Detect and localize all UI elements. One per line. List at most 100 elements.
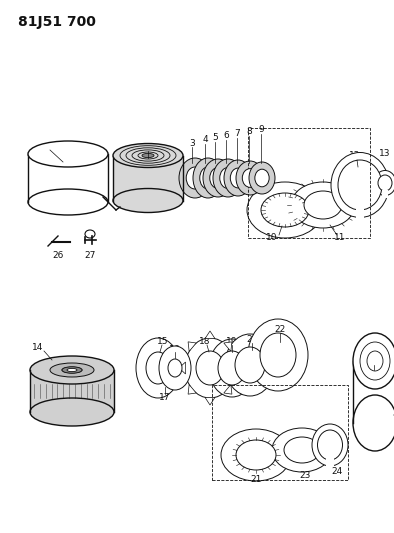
Ellipse shape bbox=[142, 154, 154, 158]
Polygon shape bbox=[234, 362, 241, 374]
Polygon shape bbox=[205, 398, 215, 405]
Ellipse shape bbox=[260, 333, 296, 377]
Text: 13: 13 bbox=[379, 149, 391, 157]
Text: 15: 15 bbox=[157, 337, 169, 346]
Ellipse shape bbox=[353, 395, 394, 451]
Ellipse shape bbox=[249, 162, 275, 194]
Ellipse shape bbox=[67, 368, 77, 372]
Ellipse shape bbox=[213, 159, 243, 197]
Ellipse shape bbox=[338, 160, 382, 210]
Ellipse shape bbox=[196, 351, 224, 385]
Text: 2: 2 bbox=[145, 143, 151, 152]
Ellipse shape bbox=[28, 141, 108, 167]
Polygon shape bbox=[188, 385, 196, 394]
Bar bbox=[212, 385, 348, 480]
Bar bbox=[326, 457, 334, 467]
Bar bbox=[113, 156, 183, 200]
Text: 5: 5 bbox=[212, 133, 218, 142]
Ellipse shape bbox=[203, 159, 233, 197]
Text: 26: 26 bbox=[52, 251, 64, 260]
Ellipse shape bbox=[360, 342, 390, 380]
Ellipse shape bbox=[193, 158, 223, 198]
Text: 81J51 700: 81J51 700 bbox=[18, 15, 96, 29]
Bar bbox=[30, 370, 114, 412]
Ellipse shape bbox=[272, 428, 332, 472]
Ellipse shape bbox=[136, 338, 180, 398]
Ellipse shape bbox=[312, 424, 348, 466]
Ellipse shape bbox=[236, 161, 264, 195]
Ellipse shape bbox=[200, 167, 216, 189]
Text: 16: 16 bbox=[169, 344, 181, 353]
Text: 14: 14 bbox=[32, 343, 44, 352]
Ellipse shape bbox=[210, 167, 226, 189]
Text: 19: 19 bbox=[226, 337, 238, 346]
Ellipse shape bbox=[236, 440, 276, 470]
Ellipse shape bbox=[284, 437, 320, 463]
Text: 20: 20 bbox=[246, 335, 258, 344]
Bar bbox=[248, 128, 370, 238]
Ellipse shape bbox=[331, 152, 389, 217]
Text: 4: 4 bbox=[202, 135, 208, 144]
Text: 22: 22 bbox=[274, 326, 286, 335]
Ellipse shape bbox=[374, 171, 394, 196]
Text: 7: 7 bbox=[234, 130, 240, 139]
Polygon shape bbox=[224, 385, 232, 394]
Polygon shape bbox=[205, 331, 215, 338]
Ellipse shape bbox=[230, 168, 246, 188]
Text: 1: 1 bbox=[45, 142, 51, 151]
Ellipse shape bbox=[209, 339, 255, 397]
Bar bbox=[382, 190, 388, 198]
Polygon shape bbox=[179, 362, 186, 374]
Text: 23: 23 bbox=[299, 471, 311, 480]
Ellipse shape bbox=[291, 182, 355, 228]
Ellipse shape bbox=[235, 347, 265, 383]
Ellipse shape bbox=[304, 191, 342, 219]
Ellipse shape bbox=[220, 167, 236, 189]
Text: 3: 3 bbox=[189, 139, 195, 148]
Ellipse shape bbox=[225, 334, 275, 396]
Ellipse shape bbox=[353, 333, 394, 389]
Polygon shape bbox=[224, 342, 232, 351]
Text: 10: 10 bbox=[266, 233, 278, 243]
Ellipse shape bbox=[30, 356, 114, 384]
Text: 27: 27 bbox=[84, 251, 96, 260]
Bar bbox=[356, 206, 364, 220]
Ellipse shape bbox=[185, 338, 235, 398]
Ellipse shape bbox=[62, 367, 82, 373]
Ellipse shape bbox=[218, 351, 246, 385]
Text: 8: 8 bbox=[246, 127, 252, 136]
Ellipse shape bbox=[247, 182, 323, 238]
Ellipse shape bbox=[248, 319, 308, 391]
Text: 17: 17 bbox=[159, 393, 171, 402]
Ellipse shape bbox=[221, 429, 291, 481]
Ellipse shape bbox=[186, 167, 204, 189]
Ellipse shape bbox=[318, 430, 342, 460]
Ellipse shape bbox=[224, 160, 252, 196]
Ellipse shape bbox=[378, 175, 392, 191]
Ellipse shape bbox=[168, 359, 182, 377]
Ellipse shape bbox=[146, 352, 170, 384]
Ellipse shape bbox=[179, 158, 211, 198]
Text: 11: 11 bbox=[334, 233, 346, 243]
Text: 24: 24 bbox=[331, 467, 343, 477]
Ellipse shape bbox=[261, 193, 309, 227]
Polygon shape bbox=[188, 342, 196, 351]
Ellipse shape bbox=[367, 351, 383, 371]
Ellipse shape bbox=[50, 363, 94, 377]
Text: 18: 18 bbox=[199, 337, 211, 346]
Ellipse shape bbox=[113, 189, 183, 213]
Ellipse shape bbox=[28, 189, 108, 215]
Ellipse shape bbox=[242, 168, 258, 188]
Ellipse shape bbox=[113, 143, 183, 167]
Text: 12: 12 bbox=[349, 151, 361, 160]
Ellipse shape bbox=[30, 398, 114, 426]
Text: 25: 25 bbox=[368, 358, 380, 367]
Bar bbox=[28, 154, 108, 202]
Text: 9: 9 bbox=[258, 125, 264, 134]
Bar bbox=[353, 361, 394, 423]
Text: 6: 6 bbox=[223, 132, 229, 141]
Ellipse shape bbox=[255, 169, 269, 187]
Ellipse shape bbox=[62, 367, 82, 373]
Ellipse shape bbox=[159, 346, 191, 390]
Text: 21: 21 bbox=[250, 475, 262, 484]
